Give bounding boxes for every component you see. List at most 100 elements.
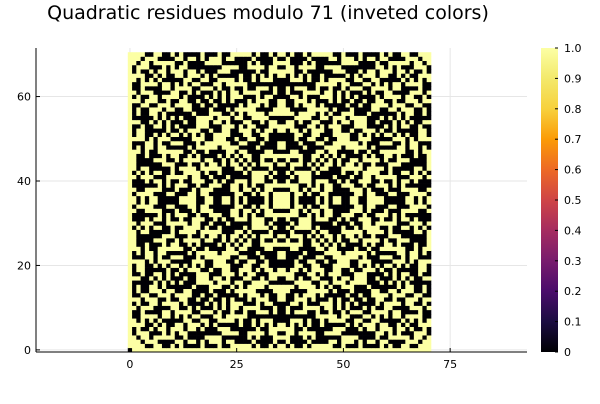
heatmap-cell bbox=[354, 187, 359, 192]
heatmap-cell bbox=[188, 221, 193, 226]
heatmap-cell bbox=[303, 234, 308, 239]
heatmap-cell bbox=[384, 141, 389, 146]
heatmap-cell bbox=[205, 187, 210, 192]
heatmap-cell bbox=[128, 94, 133, 99]
heatmap-cell bbox=[388, 238, 393, 243]
heatmap-cell bbox=[401, 73, 406, 78]
heatmap-cell bbox=[346, 65, 351, 70]
heatmap-cell bbox=[333, 213, 338, 218]
heatmap-cell bbox=[418, 116, 423, 121]
heatmap-cell bbox=[363, 103, 368, 108]
heatmap-cell bbox=[132, 61, 137, 66]
heatmap-cell bbox=[363, 272, 368, 277]
heatmap-cell bbox=[303, 318, 308, 323]
heatmap-cell bbox=[136, 331, 141, 336]
heatmap-cell bbox=[311, 213, 316, 218]
heatmap-cell bbox=[158, 52, 163, 57]
heatmap-cell bbox=[422, 238, 427, 243]
heatmap-cell bbox=[410, 213, 415, 218]
heatmap-cell bbox=[299, 149, 304, 154]
heatmap-cell bbox=[196, 192, 201, 197]
heatmap-cell bbox=[286, 246, 291, 251]
heatmap-cell bbox=[277, 124, 282, 129]
heatmap-cell bbox=[346, 192, 351, 197]
heatmap-cell bbox=[294, 69, 299, 74]
heatmap-cell bbox=[397, 322, 402, 327]
heatmap-cell bbox=[243, 94, 248, 99]
heatmap-cell bbox=[217, 259, 222, 264]
heatmap-cell bbox=[230, 179, 235, 184]
heatmap-cell bbox=[158, 94, 163, 99]
heatmap-cell bbox=[286, 272, 291, 277]
heatmap-cell bbox=[316, 327, 321, 332]
heatmap-cell bbox=[346, 82, 351, 87]
heatmap-cell bbox=[239, 259, 244, 264]
heatmap-cell bbox=[153, 120, 158, 125]
heatmap-cell bbox=[294, 263, 299, 268]
heatmap-cell bbox=[375, 183, 380, 188]
heatmap-cell bbox=[316, 272, 321, 277]
heatmap-cell bbox=[213, 128, 218, 133]
heatmap-cell bbox=[367, 297, 372, 302]
heatmap-cell bbox=[358, 221, 363, 226]
heatmap-cell bbox=[346, 213, 351, 218]
heatmap-cell bbox=[162, 208, 167, 213]
heatmap-cell bbox=[427, 56, 432, 61]
heatmap-cell bbox=[418, 187, 423, 192]
heatmap-cell bbox=[380, 116, 385, 121]
heatmap-cell bbox=[371, 170, 376, 175]
heatmap-cell bbox=[341, 293, 346, 298]
heatmap-cell bbox=[188, 230, 193, 235]
heatmap-cell bbox=[354, 289, 359, 294]
heatmap-cell bbox=[273, 234, 278, 239]
heatmap-cell bbox=[188, 196, 193, 201]
heatmap-cell bbox=[367, 179, 372, 184]
heatmap-cell bbox=[192, 293, 197, 298]
heatmap-cell bbox=[205, 322, 210, 327]
heatmap-cell bbox=[175, 284, 180, 289]
heatmap-cell bbox=[222, 82, 227, 87]
heatmap-cell bbox=[247, 301, 252, 306]
heatmap-cell bbox=[303, 263, 308, 268]
heatmap-cell bbox=[179, 52, 184, 57]
heatmap-cell bbox=[188, 78, 193, 83]
heatmap-cell bbox=[311, 200, 316, 205]
heatmap-cell bbox=[247, 61, 252, 66]
heatmap-cell bbox=[320, 82, 325, 87]
heatmap-cell bbox=[350, 61, 355, 66]
heatmap-cell bbox=[358, 137, 363, 142]
heatmap-cell bbox=[162, 200, 167, 205]
heatmap-cell bbox=[277, 73, 282, 78]
heatmap-cell bbox=[200, 268, 205, 273]
heatmap-cell bbox=[311, 196, 316, 201]
heatmap-cell bbox=[166, 78, 171, 83]
heatmap-cell bbox=[333, 124, 338, 129]
heatmap-cell bbox=[354, 162, 359, 167]
heatmap-cell bbox=[141, 310, 146, 315]
heatmap-cell bbox=[346, 200, 351, 205]
heatmap-cell bbox=[333, 94, 338, 99]
heatmap-cell bbox=[405, 107, 410, 112]
heatmap-cell bbox=[303, 293, 308, 298]
heatmap-cell bbox=[354, 322, 359, 327]
heatmap-cell bbox=[145, 162, 150, 167]
heatmap-cell bbox=[149, 297, 154, 302]
heatmap-cell bbox=[333, 225, 338, 230]
heatmap-cell bbox=[277, 331, 282, 336]
heatmap-cell bbox=[410, 322, 415, 327]
heatmap-cell bbox=[273, 331, 278, 336]
heatmap-cell bbox=[341, 242, 346, 247]
heatmap-cell bbox=[324, 65, 329, 70]
heatmap-cell bbox=[337, 217, 342, 222]
heatmap-cell bbox=[299, 145, 304, 150]
heatmap-cell bbox=[162, 301, 167, 306]
heatmap-cell bbox=[132, 310, 137, 315]
heatmap-cell bbox=[252, 61, 257, 66]
heatmap-cell bbox=[273, 242, 278, 247]
heatmap-cell bbox=[183, 310, 188, 315]
heatmap-cell bbox=[209, 280, 214, 285]
heatmap-cell bbox=[158, 263, 163, 268]
heatmap-cell bbox=[141, 289, 146, 294]
heatmap-cell bbox=[200, 82, 205, 87]
heatmap-cell bbox=[149, 170, 154, 175]
